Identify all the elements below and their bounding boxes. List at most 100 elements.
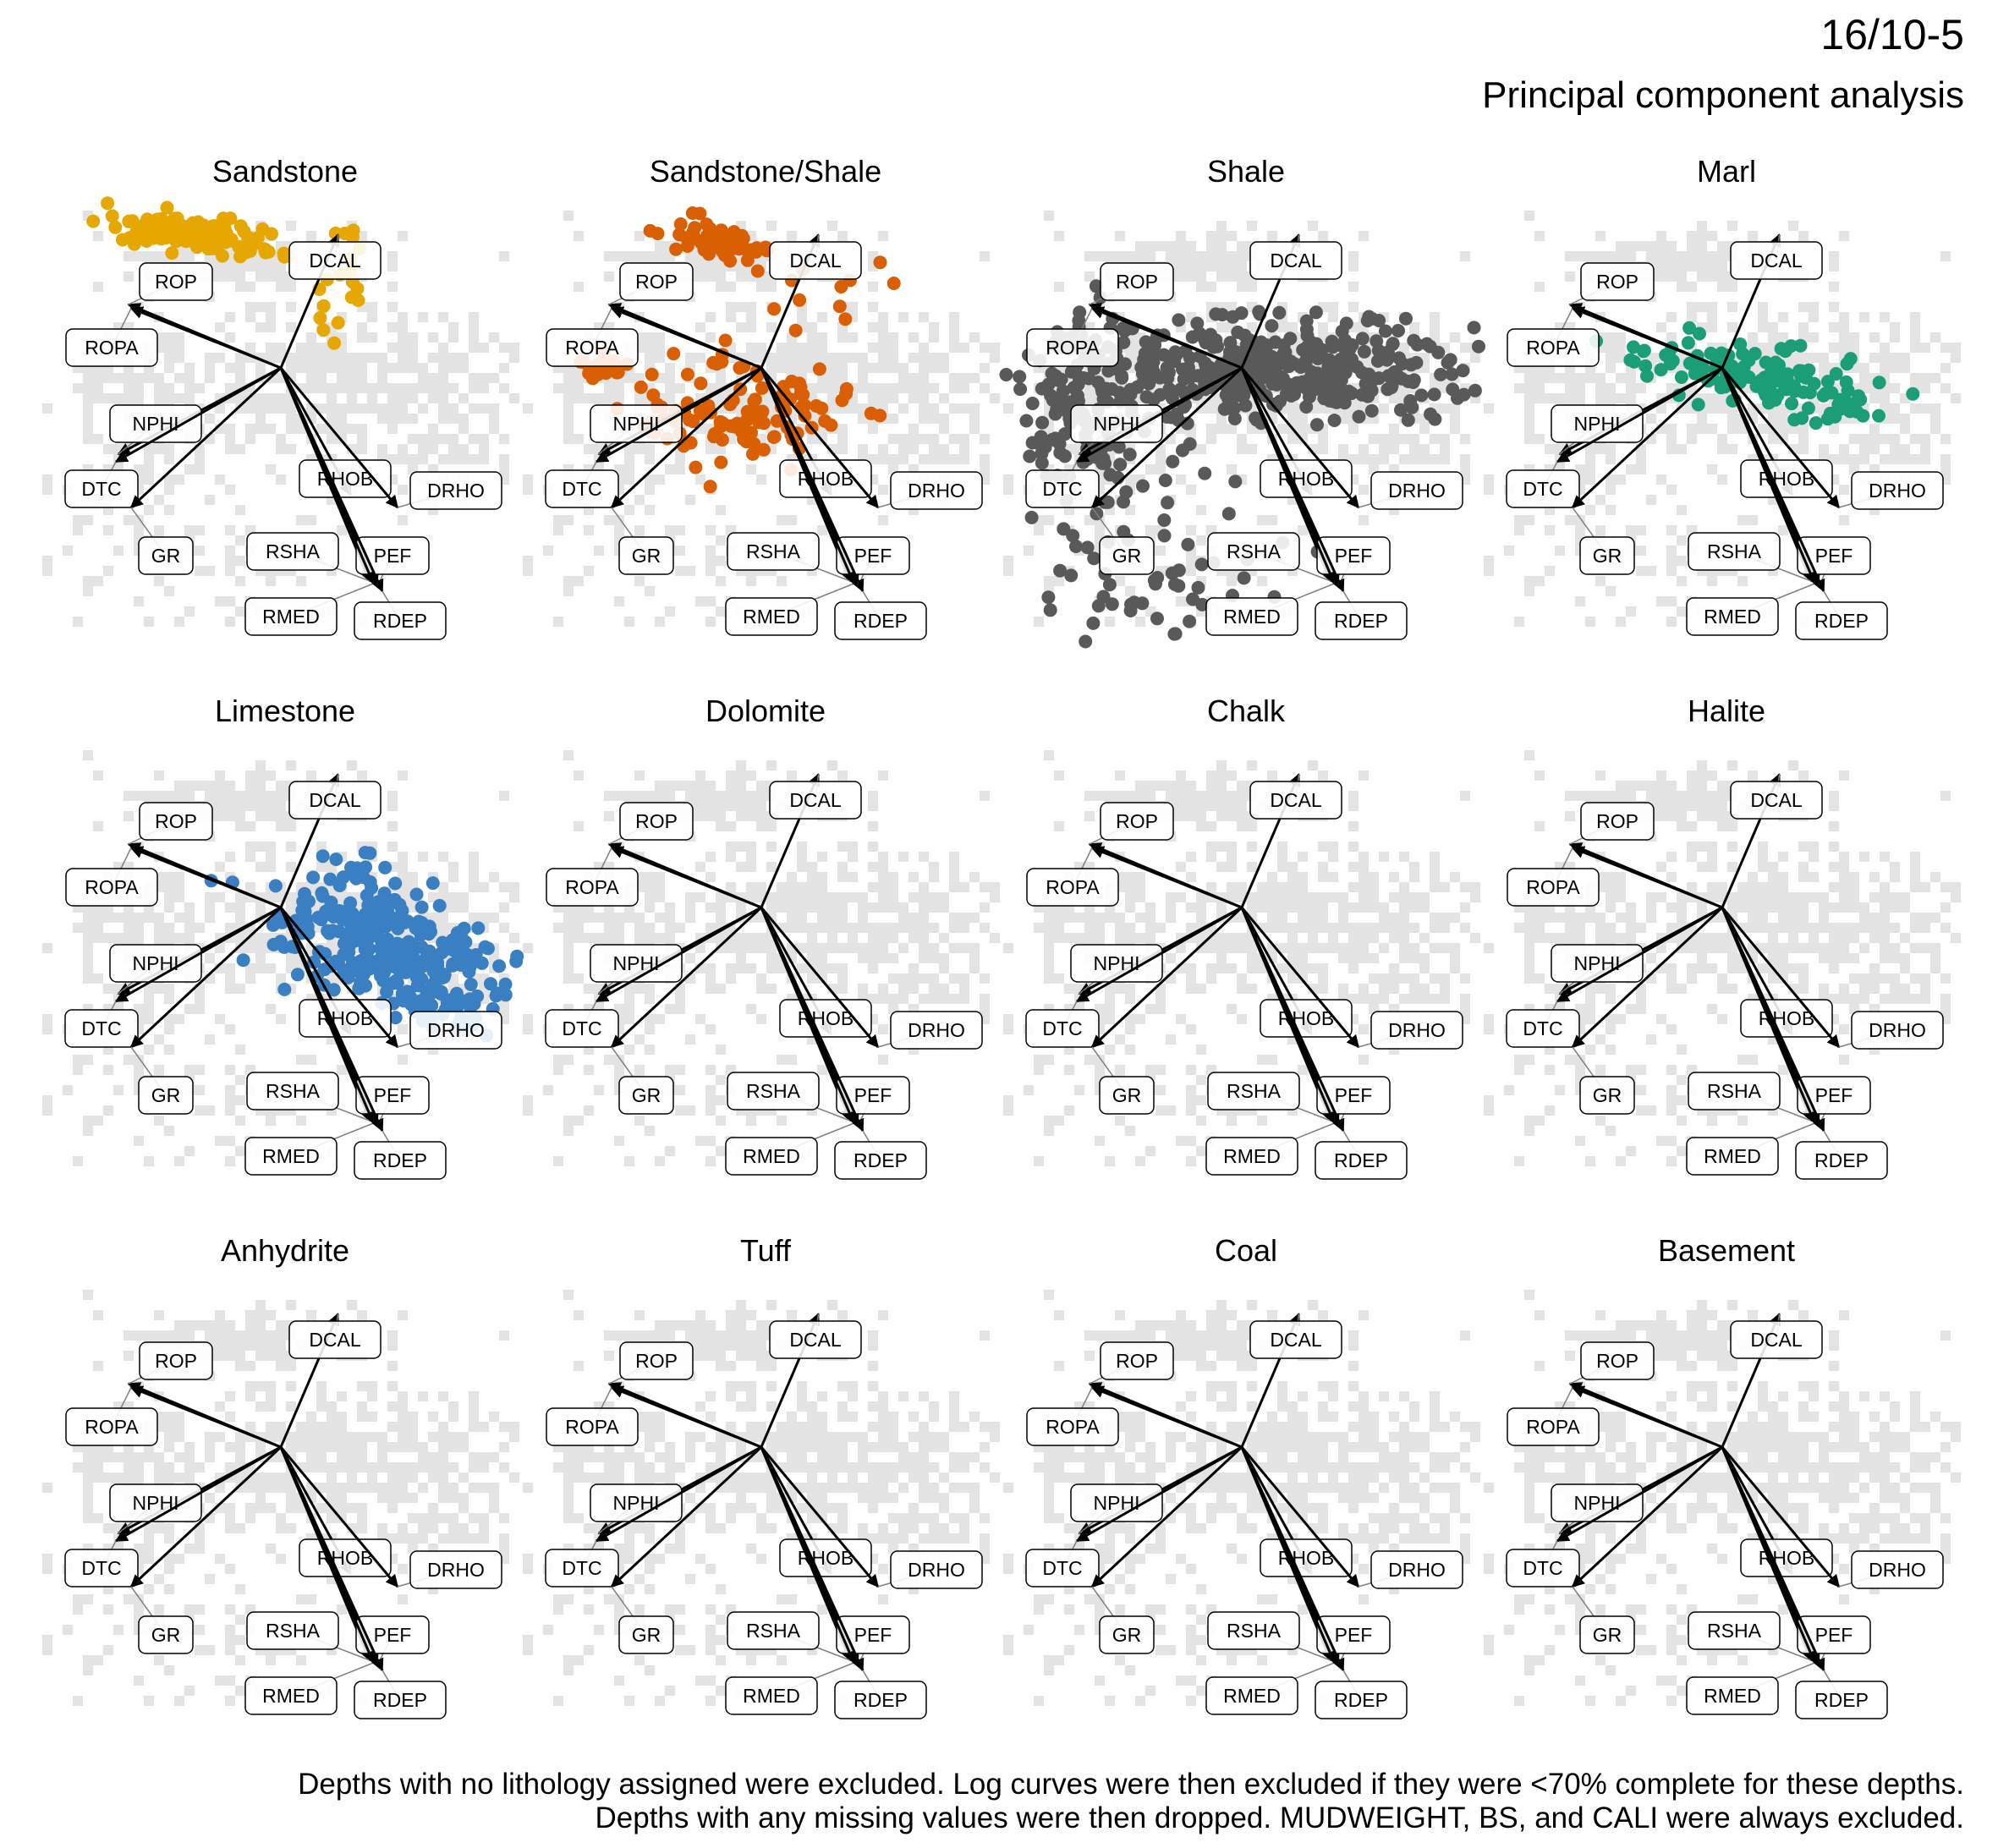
background-point [215,261,225,271]
background-point [574,576,584,586]
background-point [296,343,306,353]
data-point [810,399,823,413]
background-point [83,963,93,973]
background-point [489,424,499,434]
background-point [245,312,255,322]
data-point [1627,340,1640,354]
background-point [469,373,479,383]
background-point [1880,312,1890,322]
background-point [1910,312,1920,322]
background-point [316,343,327,353]
background-point [438,383,448,393]
background-point [1054,231,1064,241]
facet-title: Marl [1697,154,1756,189]
background-point [398,403,408,414]
background-point [316,363,327,373]
data-point [1820,412,1835,426]
background-point [645,353,655,363]
background-point [1809,302,1819,312]
background-point [245,343,255,353]
background-point [1940,363,1951,373]
background-point [1677,576,1687,586]
background-point [245,791,255,801]
background-point [1880,454,1890,464]
background-point [509,882,519,892]
background-point [245,393,255,403]
background-point [367,302,377,312]
background-point [469,913,479,923]
facet-title: Shale [1207,154,1285,189]
background-point [1595,495,1606,505]
data-point [1198,466,1212,480]
background-point [959,403,969,414]
background-point [1687,434,1697,444]
background-point [1727,424,1737,434]
data-point [711,228,725,242]
background-point [848,302,858,312]
data-point [1186,592,1199,606]
background-point [225,444,235,454]
background-point [174,474,184,485]
background-point [797,363,807,373]
background-point [1267,231,1277,241]
background-point [1859,434,1869,444]
background-point [1666,617,1677,627]
background-point [827,353,837,363]
background-point [225,424,235,434]
background-point [1206,424,1216,434]
background-point [235,791,245,801]
background-point [124,373,134,383]
data-point [1168,627,1183,641]
background-point [1778,414,1788,424]
background-point [685,353,695,363]
background-point [174,343,184,353]
background-point [1237,434,1247,444]
background-point [73,617,83,627]
background-point [797,353,807,363]
data-point [669,242,683,256]
background-point [479,343,489,353]
background-point [1440,434,1450,444]
background-point [255,943,266,953]
plot-subtitle: Principal component analysis [1482,74,1964,116]
data-point [643,223,657,238]
loading-label-nphi: NPHI [133,413,179,435]
background-point [1125,251,1135,261]
background-point [980,383,990,393]
loading-label-ropa: ROPA [85,337,139,359]
loading-label-drho: DRHO [427,480,485,502]
background-point [195,454,205,464]
background-point [1717,444,1727,454]
background-point [408,872,418,882]
background-point [766,221,777,231]
background-point [1308,221,1318,231]
background-point [357,353,367,363]
background-point [1707,302,1717,312]
background-point [266,403,276,414]
background-point [235,535,245,546]
background-point [448,414,458,424]
background-point [787,231,797,241]
data-point [1035,447,1049,461]
background-point [1287,414,1298,424]
background-point [980,251,990,261]
background-point [83,576,93,586]
background-point [195,566,205,576]
background-point [523,485,533,495]
background-point [695,596,705,606]
background-point [316,403,327,414]
background-point [837,231,848,241]
background-point [286,221,296,231]
background-point [327,414,337,424]
background-point [215,862,225,872]
background-point [1227,261,1237,271]
background-point [1084,393,1095,403]
background-point [418,403,428,414]
background-point [195,383,205,393]
background-point [245,781,255,791]
background-point [1003,403,1013,414]
background-point [1910,332,1920,343]
loading-label-rop: ROP [1116,271,1158,293]
background-point [499,363,509,373]
background-point [1206,261,1216,271]
